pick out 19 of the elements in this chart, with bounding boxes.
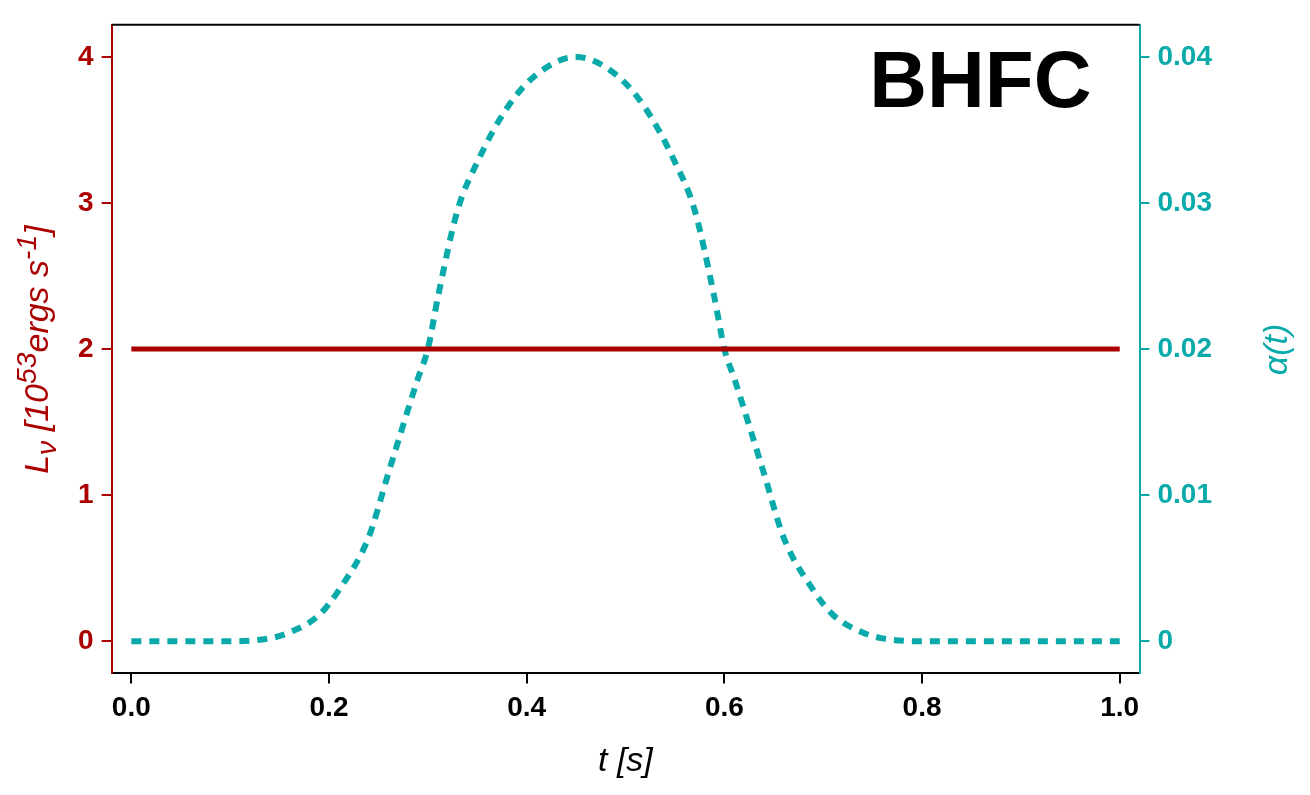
y2-tick-label: 0 [1157,623,1174,655]
x-tick-label: 0.8 [902,690,942,722]
x-tick-label: 0.4 [507,690,547,722]
y-tick-label: 2 [77,331,94,363]
y2-tick-label: 0.04 [1157,39,1213,71]
chart-title: BHFC [869,34,1092,124]
y-tick-label: 3 [77,185,94,217]
y-tick-label: 0 [77,623,94,655]
x-tick-label: 1.0 [1100,690,1140,722]
y2-axis-title: α(t) [1255,323,1295,375]
y-tick-label: 1 [77,477,94,509]
x-tick-label: 0.6 [704,690,744,722]
y-tick-label: 4 [77,39,94,71]
x-tick-label: 0.2 [309,690,349,722]
y2-tick-label: 0.01 [1157,477,1212,509]
y2-tick-label: 0.02 [1157,331,1212,363]
x-tick-label: 0.0 [111,690,151,722]
y2-tick-label: 0.03 [1157,185,1212,217]
x-axis-title: t [s] [598,740,653,779]
